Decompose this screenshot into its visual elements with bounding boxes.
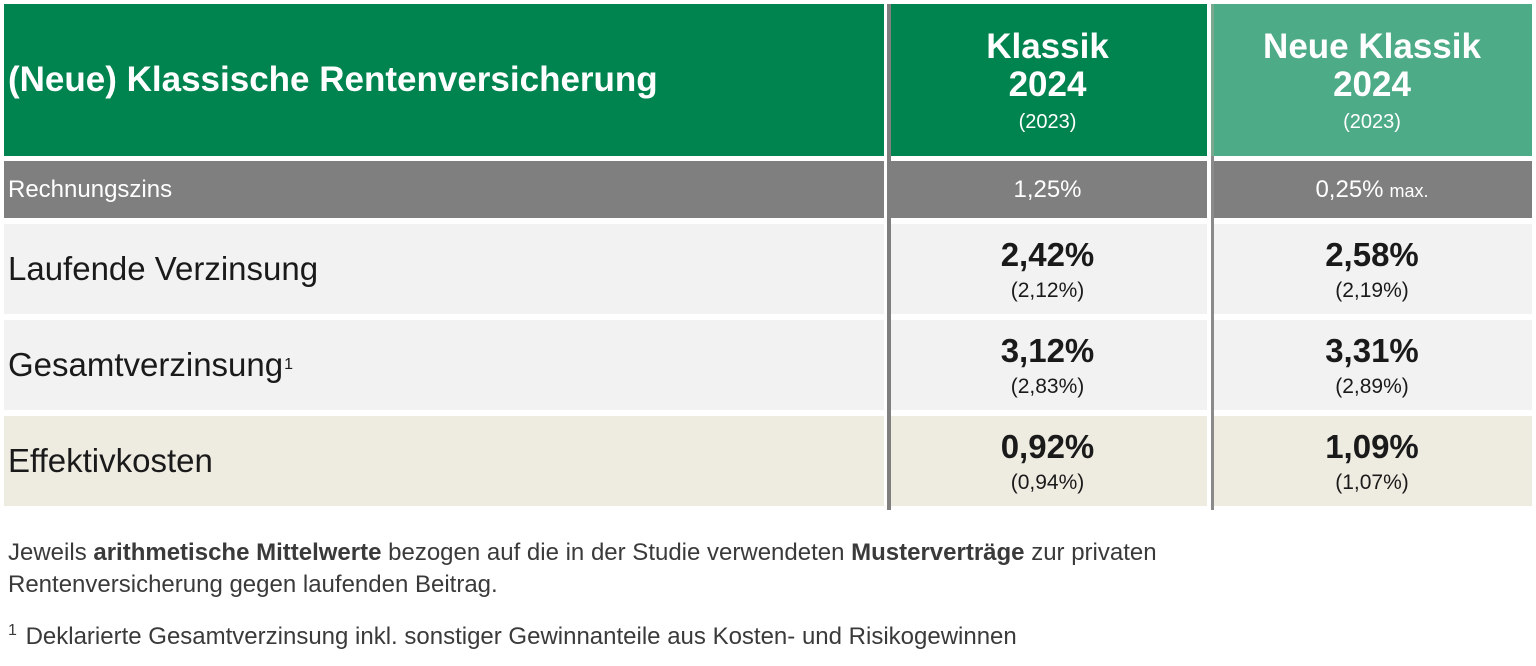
value-previous: (2,12%): [1010, 278, 1085, 302]
value-neue-klassik: 3,31% (2,89%): [1212, 320, 1532, 410]
value-current: 1,09%: [1325, 427, 1419, 465]
footnote-number: 1: [8, 622, 17, 639]
column-header-neue-klassik-prev-year: (2023): [1343, 111, 1401, 133]
value-current: 3,31%: [1325, 331, 1419, 369]
note-text: bezogen auf die in der Studie verwendete…: [381, 539, 852, 566]
row-label-text: Laufende Verzinsung: [8, 250, 319, 287]
rechnungszins-neue-klassik: 0,25% max.: [1212, 161, 1532, 218]
value-previous: (2,19%): [1335, 278, 1409, 302]
value-current: 2,42%: [1000, 235, 1095, 273]
comparison-table: (Neue) Klassische Rentenversicherung Kla…: [4, 4, 1532, 510]
column-header-neue-klassik-year: 2024: [1333, 65, 1411, 104]
column-header-klassik: Klassik 2024 (2023): [888, 4, 1207, 156]
column-header-klassik-prev-year: (2023): [1018, 111, 1077, 133]
footnote: 1 Deklarierte Gesamtverzinsung inkl. son…: [8, 615, 1508, 653]
value-previous: (2,89%): [1335, 374, 1409, 398]
value-previous: (0,94%): [1010, 470, 1085, 494]
rechnungszins-klassik: 1,25%: [888, 161, 1207, 218]
table-row: Effektivkosten 0,92% (0,94%) 1,09% (1,07…: [4, 416, 1532, 506]
value-current: 3,12%: [1000, 331, 1095, 369]
column-header-neue-klassik-name: Neue Klassik: [1263, 27, 1481, 66]
note-text: zur privaten: [1024, 539, 1157, 566]
value-previous: (2,83%): [1010, 374, 1085, 398]
header-column-divider: [1211, 4, 1214, 156]
rechnungszins-neue-klassik-value: 0,25%: [1315, 175, 1384, 203]
value-previous: (1,07%): [1335, 470, 1409, 494]
table-notes: Jeweils arithmetische Mittelwerte bezoge…: [8, 537, 1508, 653]
row-label-text: Gesamtverzinsung: [8, 346, 284, 383]
table-title: (Neue) Klassische Rentenversicherung: [8, 60, 658, 99]
value-current: 2,58%: [1325, 235, 1419, 273]
footnote-text: Deklarierte Gesamtverzinsung inkl. sonst…: [18, 623, 1017, 650]
methodology-note: Jeweils arithmetische Mittelwerte bezoge…: [8, 537, 1508, 601]
column-divider: [1211, 4, 1214, 510]
rechnungszins-max-suffix: max.: [1389, 181, 1429, 201]
column-header-neue-klassik: Neue Klassik 2024 (2023): [1212, 4, 1532, 156]
table-header-row: (Neue) Klassische Rentenversicherung Kla…: [4, 4, 1532, 156]
value-neue-klassik: 2,58% (2,19%): [1212, 224, 1532, 314]
row-label: Gesamtverzinsung 1: [4, 320, 884, 410]
table-row: Laufende Verzinsung 2,42% (2,12%) 2,58% …: [4, 224, 1532, 314]
column-divider: [887, 4, 891, 510]
table-row: Gesamtverzinsung 1 3,12% (2,83%) 3,31% (2…: [4, 320, 1532, 410]
value-klassik: 3,12% (2,83%): [888, 320, 1207, 410]
value-klassik: 0,92% (0,94%): [888, 416, 1207, 506]
row-label: Laufende Verzinsung: [4, 224, 884, 314]
table-title-cell: (Neue) Klassische Rentenversicherung: [4, 4, 884, 156]
note-text: Jeweils: [8, 539, 94, 566]
value-neue-klassik: 1,09% (1,07%): [1212, 416, 1532, 506]
column-header-klassik-year: 2024: [1008, 65, 1087, 104]
footnote-marker: 1: [284, 356, 294, 373]
note-text: Rentenversicherung gegen laufenden Beitr…: [8, 571, 498, 598]
row-label-text: Effektivkosten: [8, 442, 213, 479]
value-current: 0,92%: [1000, 427, 1095, 465]
rechnungszins-label: Rechnungszins: [4, 161, 884, 218]
note-emphasis: arithmetische Mittelwerte: [93, 539, 382, 566]
row-label: Effektivkosten: [4, 416, 884, 506]
value-klassik: 2,42% (2,12%): [888, 224, 1207, 314]
column-header-klassik-name: Klassik: [986, 27, 1109, 66]
rechnungszins-row: Rechnungszins 1,25% 0,25% max.: [4, 161, 1532, 218]
note-emphasis: Musterverträge: [851, 539, 1025, 566]
